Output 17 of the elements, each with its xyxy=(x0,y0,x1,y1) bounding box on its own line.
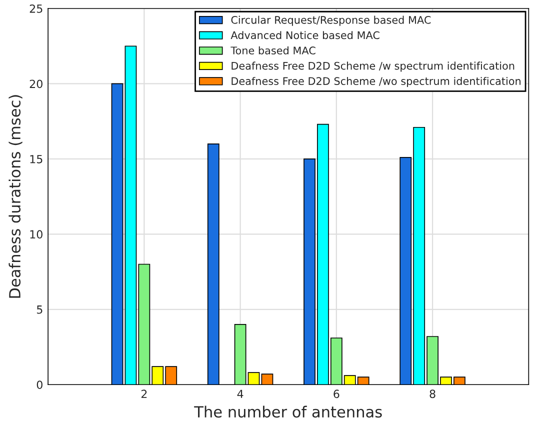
y-tick-label: 15 xyxy=(30,155,42,164)
legend-label: Tone based MAC xyxy=(230,46,316,54)
y-axis-title: Deafness durations (msec) xyxy=(8,95,22,298)
y-tick-label: 10 xyxy=(30,230,42,239)
y-tick-label: 0 xyxy=(36,380,42,390)
legend-label: Deafness Free D2D Scheme /w spectrum identification xyxy=(232,62,514,72)
y-tick-label: 5 xyxy=(36,306,42,314)
legend-label: Advanced Notice based MAC xyxy=(230,31,380,40)
x-tick-label: 4 xyxy=(237,390,244,398)
x-tick-label: 6 xyxy=(334,390,340,398)
x-tick-label: 2 xyxy=(141,390,147,398)
legend-label: Circular Request/Response based MAC xyxy=(231,16,431,26)
x-axis-title: The number of antennas xyxy=(194,406,382,418)
y-tick-label: 25 xyxy=(30,4,42,13)
legend-label: Deafness Free D2D Scheme /wo spectrum identification xyxy=(232,76,520,88)
y-tick-label: 20 xyxy=(30,80,42,88)
x-tick-label: 8 xyxy=(430,390,436,398)
